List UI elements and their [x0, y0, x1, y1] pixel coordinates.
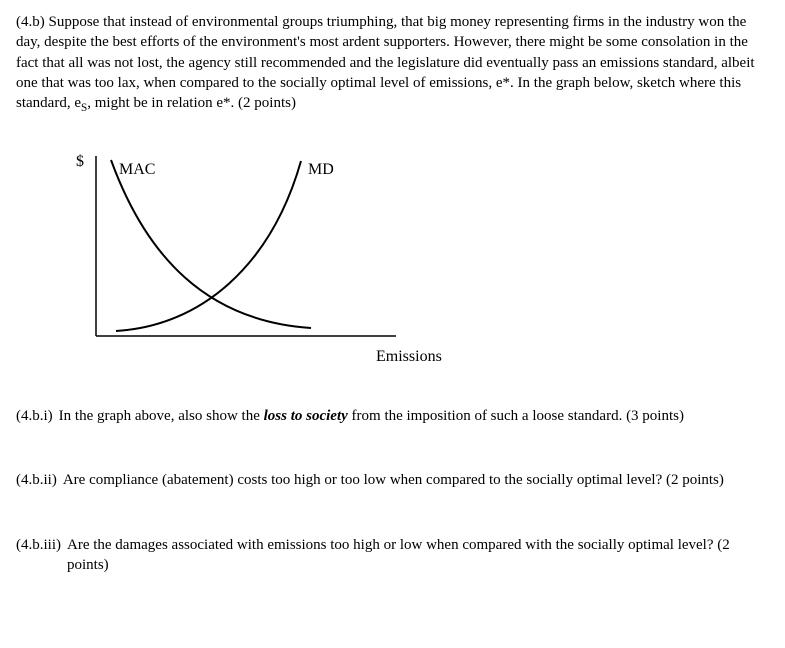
question-4biii: (4.b.iii) Are the damages associated wit… [16, 535, 769, 576]
y-axis-label: $ [76, 153, 84, 170]
q2-label: (4.b.ii) [16, 470, 63, 490]
q1-text: In the graph above, also show the loss t… [59, 406, 769, 426]
mac-label: MAC [119, 161, 155, 178]
x-axis-label: Emissions [376, 348, 442, 365]
q2-text: Are compliance (abatement) costs too hig… [63, 470, 769, 490]
intro-text-after: , might be in relation e*. (2 points) [87, 95, 296, 111]
mac-curve [111, 160, 311, 328]
question-4bi: (4.b.i) In the graph above, also show th… [16, 406, 769, 426]
q1-label: (4.b.i) [16, 406, 59, 426]
q1-em: loss to society [264, 408, 348, 424]
question-4bii: (4.b.ii) Are compliance (abatement) cost… [16, 470, 769, 490]
intro-label: (4.b) [16, 14, 45, 30]
q3-label: (4.b.iii) [16, 535, 67, 576]
q3-text: Are the damages associated with emission… [67, 535, 769, 576]
chart-svg: $ MAC MD Emissions [56, 146, 476, 376]
q1-after: from the imposition of such a loose stan… [348, 408, 684, 424]
md-curve [116, 161, 301, 331]
md-label: MD [308, 161, 334, 178]
intro-paragraph: (4.b) Suppose that instead of environmen… [16, 12, 769, 116]
q1-before: In the graph above, also show the [59, 408, 264, 424]
emissions-chart: $ MAC MD Emissions [56, 146, 769, 376]
